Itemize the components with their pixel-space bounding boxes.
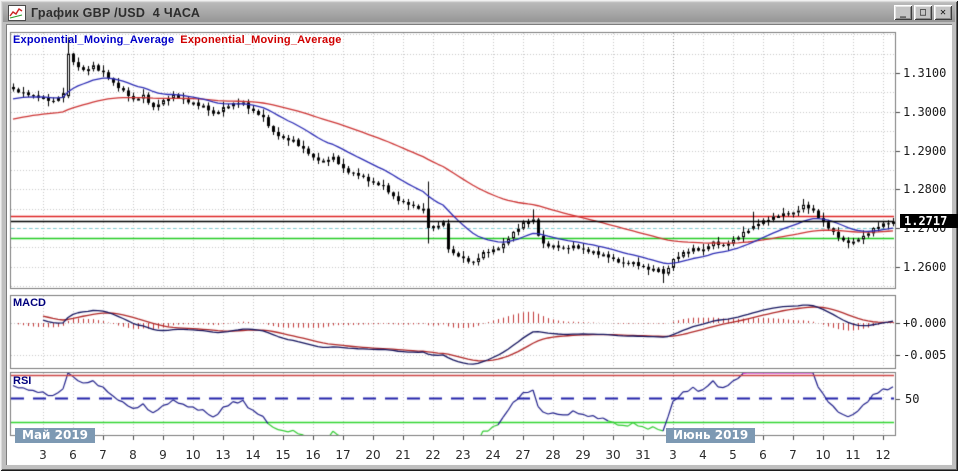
- time-tick-label: 20: [365, 448, 381, 462]
- price-tick-label: 1.2800: [903, 182, 947, 197]
- chart-client-area: Exponential_Moving_Average Exponential_Mo…: [6, 24, 958, 465]
- macd-tick-label: -0.005: [903, 348, 947, 362]
- time-tick-label: 28: [545, 448, 561, 462]
- time-tick-label: 3: [39, 448, 47, 462]
- indicator-legend: Exponential_Moving_Average Exponential_Mo…: [13, 34, 342, 46]
- time-tick-label: 22: [425, 448, 441, 462]
- price-tick-label: 1.2600: [903, 259, 947, 274]
- window-title: График GBP /USD 4 ЧАСА: [31, 5, 201, 20]
- title-bar[interactable]: График GBP /USD 4 ЧАСА _ □ ✕: [3, 3, 955, 22]
- time-tick-label: 7: [99, 448, 107, 462]
- time-tick-label: 6: [759, 448, 767, 462]
- time-tick-label: 3: [669, 448, 677, 462]
- time-tick-label: 15: [275, 448, 291, 462]
- time-tick-label: 12: [875, 448, 891, 462]
- chart-icon: [8, 4, 26, 21]
- time-tick-label: 13: [215, 448, 231, 462]
- price-tick-label: 1.3100: [903, 66, 947, 80]
- ema-slow-legend-label[interactable]: Exponential_Moving_Average: [180, 34, 342, 46]
- time-tick-label: 4: [699, 448, 707, 462]
- time-tick-label: 30: [605, 448, 621, 462]
- time-tick-label: 9: [159, 448, 167, 462]
- month-badge: Июнь 2019: [666, 428, 756, 443]
- price-chart-canvas[interactable]: [6, 24, 952, 465]
- rsi-panel-label[interactable]: RSI: [13, 375, 32, 387]
- rsi-axis-tick-50: 50: [905, 392, 920, 406]
- time-tick-label: 5: [729, 448, 737, 462]
- time-tick-label: 11: [845, 448, 861, 462]
- time-tick-label: 23: [455, 448, 471, 462]
- month-badge: Май 2019: [15, 428, 96, 443]
- time-tick-label: 6: [69, 448, 77, 462]
- price-tick-label: 1.2900: [903, 143, 947, 158]
- price-tick-label: 1.3000: [903, 104, 947, 119]
- time-tick-label: 10: [185, 448, 201, 462]
- time-tick-label: 8: [129, 448, 137, 462]
- macd-panel-label[interactable]: MACD: [13, 297, 46, 309]
- time-tick-label: 24: [485, 448, 501, 462]
- maximize-button[interactable]: □: [914, 5, 932, 20]
- time-tick-label: 16: [305, 448, 321, 462]
- close-button[interactable]: ✕: [934, 5, 952, 20]
- time-tick-label: 7: [789, 448, 797, 462]
- time-tick-label: 17: [335, 448, 351, 462]
- time-tick-label: 21: [395, 448, 411, 462]
- macd-tick-label: +0.000: [903, 316, 947, 330]
- time-tick-label: 27: [515, 448, 531, 462]
- time-tick-label: 31: [635, 448, 651, 462]
- time-tick-label: 29: [575, 448, 591, 462]
- time-tick-label: 14: [245, 448, 261, 462]
- time-tick-label: 10: [815, 448, 831, 462]
- ema-fast-legend-label[interactable]: Exponential_Moving_Average: [13, 34, 175, 46]
- current-price-badge: 1.2717: [900, 214, 958, 228]
- minimize-button[interactable]: _: [894, 5, 912, 20]
